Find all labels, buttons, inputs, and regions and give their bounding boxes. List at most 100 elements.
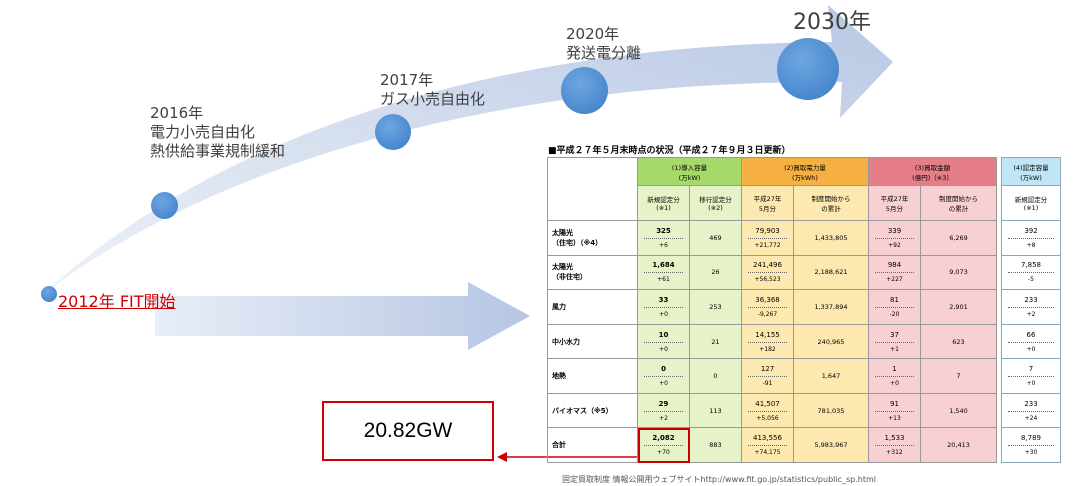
cell-delta: +227 [875, 272, 914, 283]
table-row: 7 +0 [1001, 358, 1061, 394]
cell-value: 392 [1024, 226, 1038, 235]
cell-delta: -91 [748, 376, 787, 387]
cell-delta: +56,523 [748, 272, 787, 283]
subheader-cell: 制度開始から の累計 [793, 185, 869, 222]
header-label: (1)導入容量 [671, 163, 708, 172]
cell-month-amount: 1,533 +312 [868, 427, 921, 463]
cell-delta: +6 [644, 237, 683, 249]
timeline-text: 熱供給事業規制緩和 [150, 142, 286, 160]
cell-total-energy: 1,337,894 [793, 289, 869, 325]
table-row: 8,789 +30 [1001, 427, 1061, 463]
cell-total-amount: 7 [920, 358, 997, 394]
timeline-label-2012: 2012年 FIT開始 [58, 292, 176, 312]
table-row: 7,858 -5 [1001, 254, 1061, 291]
cell-migrated-capacity: 469 [689, 220, 742, 256]
cell-value: 413,556 [753, 434, 782, 443]
header-purchase-amount: (3)買取金額 (億円)（※3） [868, 156, 997, 187]
cell-month-amount: 984 +227 [868, 254, 921, 291]
cert-subheader: 新規認定分 (※1) [1001, 185, 1061, 222]
cell-value: 241,496 [753, 261, 782, 270]
row-name: 合計 [552, 441, 566, 450]
header-unit: (万kW) [678, 173, 701, 182]
timeline-dot-2030 [777, 38, 839, 100]
cell-delta: +182 [748, 341, 787, 353]
cell-cert-capacity: 7 +0 [1001, 358, 1061, 394]
cell-cert-capacity: 66 +0 [1001, 323, 1061, 360]
cell-migrated-capacity: 21 [689, 323, 742, 360]
timeline-dot-2017 [375, 114, 411, 150]
table-row: バイオマス（※5） 29 +2 113 41,507 +5,056 781,035 91 +13… [547, 392, 997, 429]
timeline-year: 2030年 [793, 10, 871, 35]
cell-value: 79,903 [755, 226, 780, 235]
header-label: (3)買取金額 [914, 163, 951, 172]
cell-value: 20,413 [947, 441, 970, 450]
cell-value: 26 [711, 268, 720, 277]
cell-value: 41,507 [755, 399, 780, 408]
subheader-cell: 移行認定分 (※2) [689, 185, 742, 222]
timeline-year: 2020年 [566, 25, 620, 43]
cell-delta: +0 [1008, 341, 1054, 353]
cell-delta: +92 [875, 237, 914, 249]
cell-value: 253 [709, 302, 722, 311]
cell-value: 113 [709, 406, 722, 415]
cell-value: 21 [711, 337, 720, 346]
cell-delta: -9,267 [748, 306, 787, 318]
cell-value: 8,789 [1020, 434, 1042, 443]
subheader-cell: 制度開始から の累計 [920, 185, 997, 222]
cell-cert-capacity: 233 +24 [1001, 392, 1061, 429]
cell-value: 2,082 [652, 434, 675, 443]
header-unit: (万kW) [1020, 173, 1042, 182]
cell-value: 984 [887, 261, 902, 270]
cell-value: 1,540 [949, 406, 968, 415]
cell-month-amount: 1 +0 [868, 358, 921, 394]
row-name: バイオマス（※5） [552, 406, 613, 415]
row-name: 中小水力 [552, 337, 580, 346]
timeline-year: 2017年 [380, 71, 434, 89]
cell-new-capacity: 1,684 +61 [637, 254, 690, 291]
cell-delta: +70 [644, 445, 683, 456]
table-row: 66 +0 [1001, 323, 1061, 360]
cell-value: 233 [1024, 295, 1038, 304]
table-row: 合計 2,082 +70 883 413,556 +74,175 5,983,967 1,53… [547, 427, 997, 463]
cell-value: 1,533 [884, 434, 905, 443]
subheader-note: (※1) [656, 204, 671, 213]
cell-value: 2,188,621 [814, 268, 848, 277]
cell-delta: +0 [644, 376, 683, 387]
table-row: 太陽光 （住宅）（※4） 325 +6 469 79,903 +21,772 1,433,80… [547, 220, 997, 256]
subheader-note: 5月分 [758, 205, 777, 214]
subheader-note: の累計 [821, 205, 841, 214]
cell-delta: +5,056 [748, 410, 787, 422]
cell-value: 9,073 [949, 268, 968, 277]
subheader-label: 制度開始から [811, 195, 851, 204]
cell-month-energy: 41,507 +5,056 [741, 392, 794, 429]
cell-month-amount: 37 +1 [868, 323, 921, 360]
cell-new-capacity: 2,082 +70 [637, 427, 690, 463]
cell-month-amount: 81 -20 [868, 289, 921, 325]
cell-delta: +312 [875, 445, 914, 456]
source-citation: 固定買取制度 情報公開用ウェブサイトhttp://www.fit.go.jp/s… [562, 475, 877, 484]
cell-delta: -20 [875, 306, 914, 318]
row-label: 太陽光 （住宅）（※4） [547, 220, 638, 256]
cell-month-energy: 36,368 -9,267 [741, 289, 794, 325]
cell-value: 81 [890, 295, 899, 304]
row-name-sub: （非住宅） [552, 273, 587, 282]
subheader-cell: 新規認定分 (※1) [637, 185, 690, 222]
timeline-text: 電力小売自由化 [150, 123, 256, 141]
cell-value: 0 [661, 365, 666, 374]
cell-total-energy: 781,035 [793, 392, 869, 429]
cell-cert-capacity: 392 +8 [1001, 220, 1061, 256]
cell-value: 469 [709, 233, 722, 242]
cell-total-energy: 5,983,967 [793, 427, 869, 463]
row-label: 合計 [547, 427, 638, 463]
table-row: 中小水力 10 +0 21 14,155 +182 240,965 37 +1 623 [547, 323, 997, 360]
subheader-label: 平成27年 [880, 195, 909, 204]
cell-new-capacity: 325 +6 [637, 220, 690, 256]
cell-delta: +30 [1008, 445, 1054, 456]
subheader-note: の累計 [948, 205, 969, 214]
cell-value: 36,368 [755, 295, 780, 304]
highlight-total-capacity-box: 20.82GW [322, 401, 494, 461]
cell-month-amount: 91 +13 [868, 392, 921, 429]
cell-delta: +74,175 [748, 445, 787, 456]
cell-value: 1,337,894 [814, 302, 848, 311]
row-label: バイオマス（※5） [547, 392, 638, 429]
